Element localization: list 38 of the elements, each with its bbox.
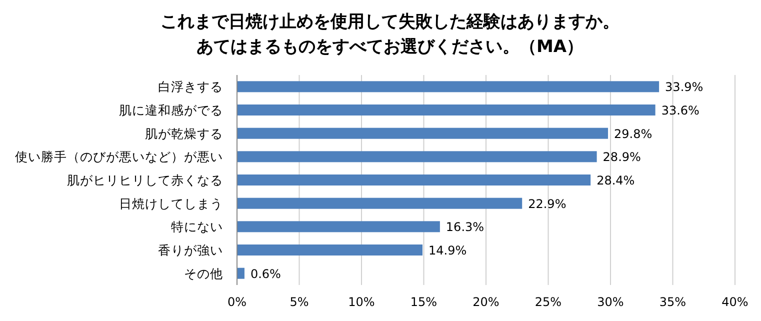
y-tick-label: 白浮きする (158, 79, 223, 94)
y-tick-label: 肌に違和感がでる (119, 102, 223, 118)
data-label: 16.3% (446, 220, 484, 234)
y-tick-label: 特にない (171, 219, 223, 234)
x-tick-label: 35% (659, 295, 686, 309)
x-tick-label: 5% (290, 295, 309, 309)
data-label: 28.4% (596, 174, 635, 188)
data-label: 33.6% (661, 104, 700, 118)
bar (237, 151, 597, 162)
y-tick-label: 肌がヒリヒリして赤くなる (67, 172, 223, 188)
bar (237, 104, 656, 116)
x-tick-label: 0% (227, 295, 247, 309)
y-tick-label: 肌が乾燥する (145, 126, 223, 141)
data-label: 33.9% (665, 80, 704, 94)
y-tick-label: 使い勝手（のびが悪いなど）が悪い (15, 149, 223, 164)
bar (237, 128, 608, 139)
x-tick-label: 25% (534, 295, 562, 309)
x-tick-label: 30% (597, 295, 624, 309)
data-label: 28.9% (602, 150, 641, 164)
x-tick-label: 10% (348, 295, 375, 309)
bar (237, 268, 244, 279)
chart-subtitle: あてはまるものをすべてお選びください。（MA） (196, 37, 584, 57)
x-tick-label: 15% (410, 295, 438, 309)
data-label: 22.9% (528, 196, 566, 211)
data-label: 29.8% (614, 126, 652, 141)
bar (237, 221, 440, 232)
chart-title: これまで日焼け止めを使用して失敗した経験はありますか。 (160, 12, 620, 32)
y-tick-label: 日焼けしてしまう (119, 196, 223, 211)
x-tick-label: 20% (472, 295, 500, 309)
x-tick-label: 40% (722, 295, 748, 309)
bar (237, 81, 660, 92)
bar (237, 198, 522, 209)
data-label: 14.9% (428, 244, 467, 258)
bar (237, 244, 423, 256)
data-label: 0.6% (250, 266, 281, 281)
bar (237, 174, 591, 186)
y-tick-label: 香りが強い (158, 242, 223, 258)
y-tick-label: その他 (184, 266, 223, 281)
